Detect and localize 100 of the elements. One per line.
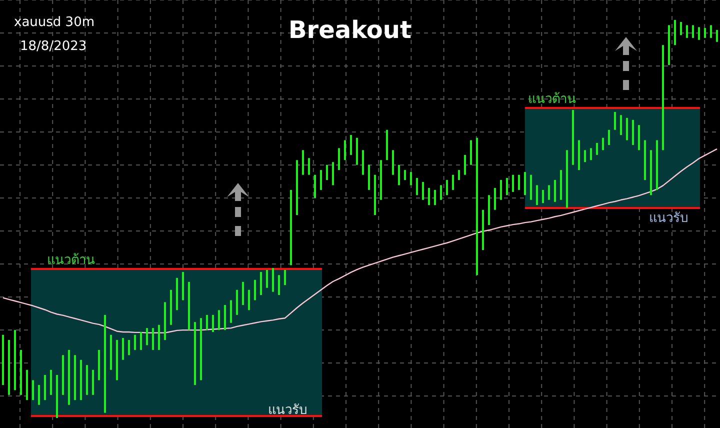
candlestick xyxy=(176,278,178,310)
candlestick xyxy=(296,160,298,216)
candlestick xyxy=(350,135,352,155)
annotation: แนวต้าน xyxy=(528,92,576,107)
candlestick xyxy=(38,384,40,405)
candlestick xyxy=(242,282,244,305)
candlestick xyxy=(224,304,226,330)
candlestick xyxy=(620,115,622,136)
candlestick xyxy=(62,355,64,395)
candlestick xyxy=(386,130,388,160)
candlestick xyxy=(548,185,550,200)
annotation: 18/8/2023 xyxy=(20,39,87,54)
candlestick xyxy=(416,178,418,196)
candlestick xyxy=(452,174,454,190)
candlestick xyxy=(602,138,604,150)
candlestick xyxy=(650,150,652,196)
candlestick xyxy=(344,140,346,160)
candlestick xyxy=(314,174,316,198)
candlestick xyxy=(146,328,148,346)
candlestick xyxy=(704,28,706,38)
candlestick xyxy=(122,338,124,360)
candlestick xyxy=(422,182,424,200)
candlestick xyxy=(26,370,28,400)
candlestick xyxy=(230,300,232,323)
candlestick xyxy=(572,110,574,165)
candlestick xyxy=(152,328,154,350)
candlestick xyxy=(56,375,58,418)
candlestick xyxy=(440,185,442,200)
candlestick xyxy=(536,185,538,206)
candlestick xyxy=(464,154,466,175)
candlestick xyxy=(110,334,112,370)
candlestick xyxy=(338,148,340,170)
candlestick xyxy=(80,360,82,400)
candlestick xyxy=(284,270,286,286)
candlestick xyxy=(512,174,514,192)
candlestick xyxy=(470,140,472,165)
annotation: แนวรับ xyxy=(649,211,688,226)
candlestick xyxy=(200,318,202,380)
candlestick xyxy=(482,210,484,250)
candlestick xyxy=(398,164,400,186)
candlestick xyxy=(128,340,130,356)
candlestick xyxy=(680,22,682,36)
candlestick xyxy=(614,112,616,130)
candlestick xyxy=(74,355,76,400)
candlestick xyxy=(320,170,322,190)
candlestick xyxy=(164,302,166,340)
candlestick xyxy=(116,340,118,380)
candlestick xyxy=(698,27,700,40)
candlestick xyxy=(692,25,694,38)
candlestick xyxy=(596,142,598,155)
candlestick xyxy=(494,188,496,210)
candlestick xyxy=(458,170,460,180)
candlestick xyxy=(20,350,22,395)
candlestick xyxy=(134,334,136,350)
candlestick xyxy=(674,20,676,46)
candlestick xyxy=(254,280,256,300)
candlestick xyxy=(266,270,268,288)
candlestick xyxy=(98,350,100,380)
candlestick xyxy=(632,120,634,145)
candlestick xyxy=(644,140,646,180)
candlestick xyxy=(638,125,640,150)
candlestick xyxy=(260,272,262,296)
candlestick xyxy=(374,174,376,216)
candlestick xyxy=(578,140,580,170)
candlestick xyxy=(326,164,328,180)
candlestick xyxy=(506,178,508,196)
candlestick xyxy=(68,350,70,405)
candlestick xyxy=(518,174,520,190)
candlestick xyxy=(170,290,172,325)
candlestick xyxy=(182,272,184,300)
candlestick xyxy=(626,118,628,140)
candlestick xyxy=(86,365,88,395)
candlestick xyxy=(92,370,94,395)
candlestick xyxy=(356,138,358,165)
candlestick xyxy=(302,150,304,175)
candlestick xyxy=(32,380,34,400)
candlestick xyxy=(686,25,688,38)
candlestick xyxy=(488,195,490,225)
candlestick xyxy=(404,170,406,180)
candlestick xyxy=(662,45,664,150)
candlestick xyxy=(716,30,718,42)
candlestick xyxy=(308,158,310,175)
candlestick xyxy=(428,188,430,206)
candlestick xyxy=(542,190,544,204)
candlestick xyxy=(248,290,250,310)
candlestick xyxy=(236,290,238,315)
candlestick xyxy=(218,310,220,330)
candlestick xyxy=(446,180,448,196)
candlestick xyxy=(44,375,46,400)
candlestick xyxy=(278,275,280,296)
annotation: แนวรับ xyxy=(268,403,307,418)
annotation: xauusd 30m xyxy=(14,15,95,30)
candlestick xyxy=(524,172,526,196)
candlestick xyxy=(212,314,214,332)
candlestick xyxy=(194,322,196,385)
candlestick xyxy=(104,314,106,413)
candlestick xyxy=(140,332,142,350)
candlestick xyxy=(590,148,592,160)
candlestick xyxy=(668,25,670,65)
annotation: แนวต้าน xyxy=(47,253,95,268)
